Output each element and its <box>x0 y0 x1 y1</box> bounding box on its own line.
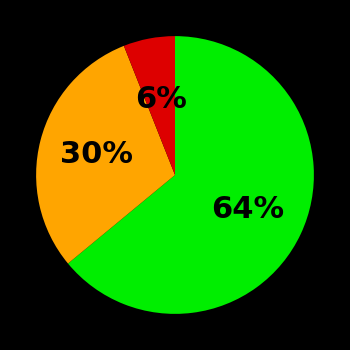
Wedge shape <box>124 36 175 175</box>
Wedge shape <box>36 46 175 264</box>
Text: 64%: 64% <box>211 195 285 224</box>
Wedge shape <box>68 36 314 314</box>
Text: 6%: 6% <box>135 85 187 114</box>
Text: 30%: 30% <box>61 140 133 169</box>
